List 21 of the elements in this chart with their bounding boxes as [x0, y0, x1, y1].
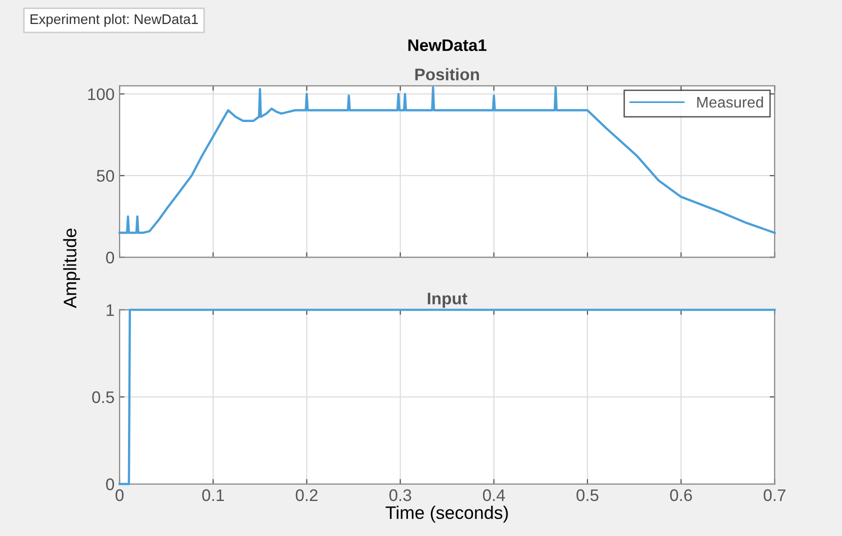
x-tick-label: 0.4	[482, 489, 505, 502]
y-axis-title: Amplitude	[63, 228, 80, 308]
x-tick-label: 0.7	[764, 489, 786, 502]
x-tick-label: 0.3	[389, 489, 412, 502]
legend-label: Measured	[697, 96, 763, 108]
y-tick-label: 1	[106, 304, 114, 316]
x-tick-label: 0.1	[202, 489, 224, 502]
chart-title: Input	[428, 292, 468, 308]
y-tick-label: 100	[88, 88, 114, 100]
chart-subtitle: Position	[415, 68, 479, 80]
chart-title: NewData1	[408, 39, 486, 52]
x-tick-label: 0.5	[576, 489, 598, 502]
x-tick-label: 0	[116, 489, 124, 502]
x-tick-label: 0.2	[296, 489, 318, 502]
y-tick-label: 0.5	[92, 391, 114, 404]
y-tick-label: 50	[96, 170, 114, 182]
text: Experiment plot: NewData1	[30, 14, 198, 27]
y-tick-label: 0	[106, 478, 114, 490]
x-tick-label: 0.6	[670, 489, 692, 502]
y-tick-label: 0	[106, 252, 114, 264]
x-axis-title: Time (seconds)	[386, 506, 508, 523]
